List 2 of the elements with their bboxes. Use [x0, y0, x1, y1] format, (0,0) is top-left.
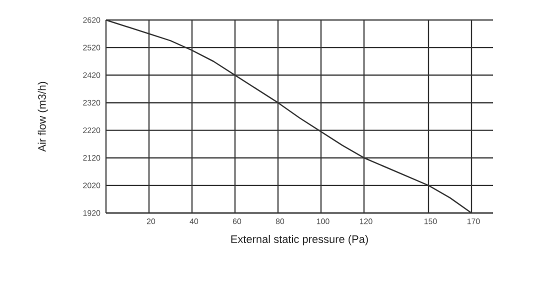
y-axis-title: Air flow (m3/h) [38, 82, 48, 152]
x-axis-title: External static pressure (Pa) [231, 234, 368, 246]
